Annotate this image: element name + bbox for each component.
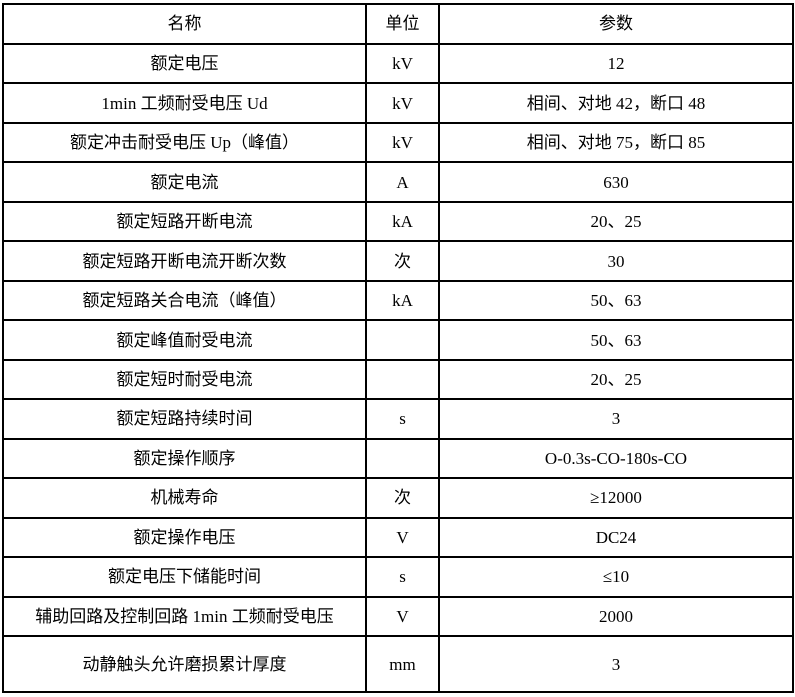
cell-unit: kV — [365, 82, 440, 124]
cell-unit — [365, 319, 440, 361]
cell-name: 机械寿命 — [2, 477, 367, 519]
table-row: 额定峰值耐受电流 50、63 — [2, 319, 794, 361]
cell-unit: 次 — [365, 477, 440, 519]
table-row: 额定电压 kV 12 — [2, 42, 794, 85]
cell-unit: kA — [365, 279, 440, 322]
cell-value: 20、25 — [438, 200, 794, 243]
table-row: 额定冲击耐受电压 Up（峰值） kV 相间、对地 75，断口 85 — [2, 121, 794, 164]
cell-name: 额定短路关合电流（峰值） — [2, 279, 367, 322]
cell-name: 额定短路开断电流开断次数 — [2, 240, 367, 282]
spec-table: 名称 单位 参数 额定电压 kV 12 1min 工频耐受电压 Ud kV 相间、对地 4… — [2, 3, 794, 693]
cell-value: 12 — [438, 42, 794, 85]
table-row: 机械寿命次 ≥12000 — [2, 477, 794, 519]
cell-value: 630 — [438, 161, 794, 203]
cell-value: 相间、对地 42，断口 48 — [438, 82, 794, 124]
table-row: 额定电压下储能时间 s ≤10 — [2, 556, 794, 598]
cell-value: ≥12000 — [438, 477, 794, 519]
column-header-name: 名称 — [2, 3, 367, 45]
cell-unit: A — [365, 161, 440, 203]
cell-unit: V — [365, 595, 440, 638]
cell-unit: mm — [365, 635, 440, 693]
cell-name: 额定电压 — [2, 42, 367, 85]
column-header-unit: 单位 — [365, 3, 440, 45]
cell-value: O-0.3s-CO-180s-CO — [438, 437, 794, 480]
table-row: 额定操作电压 V DC24 — [2, 516, 794, 559]
table-row: 额定短路持续时间 s 3 — [2, 398, 794, 440]
cell-value: DC24 — [438, 516, 794, 559]
table-row: 额定短路开断电流开断次数次 30 — [2, 240, 794, 282]
cell-unit: s — [365, 556, 440, 598]
table-row: 额定短路开断电流 kA 20、25 — [2, 200, 794, 243]
cell-name: 额定操作顺序 — [2, 437, 367, 480]
cell-name: 额定峰值耐受电流 — [2, 319, 367, 361]
cell-name: 额定电压下储能时间 — [2, 556, 367, 598]
cell-value: 3 — [438, 398, 794, 440]
cell-name: 动静触头允许磨损累计厚度 — [2, 635, 367, 693]
table-row: 额定电流 A 630 — [2, 161, 794, 203]
cell-value: 3 — [438, 635, 794, 693]
cell-name: 辅助回路及控制回路 1min 工频耐受电压 — [2, 595, 367, 638]
cell-value: 50、63 — [438, 279, 794, 322]
cell-value: 30 — [438, 240, 794, 282]
cell-value: 2000 — [438, 595, 794, 638]
cell-unit: kA — [365, 200, 440, 243]
cell-unit: V — [365, 516, 440, 559]
cell-name: 额定短路开断电流 — [2, 200, 367, 243]
table-row: 额定短路关合电流（峰值） kA 50、63 — [2, 279, 794, 322]
cell-value: 50、63 — [438, 319, 794, 361]
table-row: 动静触头允许磨损累计厚度 mm 3 — [2, 635, 794, 693]
cell-unit: kV — [365, 42, 440, 85]
cell-value: ≤10 — [438, 556, 794, 598]
table-row: 1min 工频耐受电压 Ud kV 相间、对地 42，断口 48 — [2, 82, 794, 124]
cell-unit: kV — [365, 121, 440, 164]
column-header-value: 参数 — [438, 3, 794, 45]
cell-value: 20、25 — [438, 358, 794, 401]
cell-name: 1min 工频耐受电压 Ud — [2, 82, 367, 124]
cell-name: 额定短路持续时间 — [2, 398, 367, 440]
table-row: 辅助回路及控制回路 1min 工频耐受电压 V 2000 — [2, 595, 794, 638]
cell-name: 额定电流 — [2, 161, 367, 203]
cell-unit: s — [365, 398, 440, 440]
cell-unit: 次 — [365, 240, 440, 282]
cell-value: 相间、对地 75，断口 85 — [438, 121, 794, 164]
cell-unit — [365, 358, 440, 401]
cell-name: 额定冲击耐受电压 Up（峰值） — [2, 121, 367, 164]
header-row: 名称 单位 参数 — [2, 3, 794, 45]
cell-unit — [365, 437, 440, 480]
table-row: 额定短时耐受电流 20、25 — [2, 358, 794, 401]
table-row: 额定操作顺序 O-0.3s-CO-180s-CO — [2, 437, 794, 480]
cell-name: 额定操作电压 — [2, 516, 367, 559]
cell-name: 额定短时耐受电流 — [2, 358, 367, 401]
